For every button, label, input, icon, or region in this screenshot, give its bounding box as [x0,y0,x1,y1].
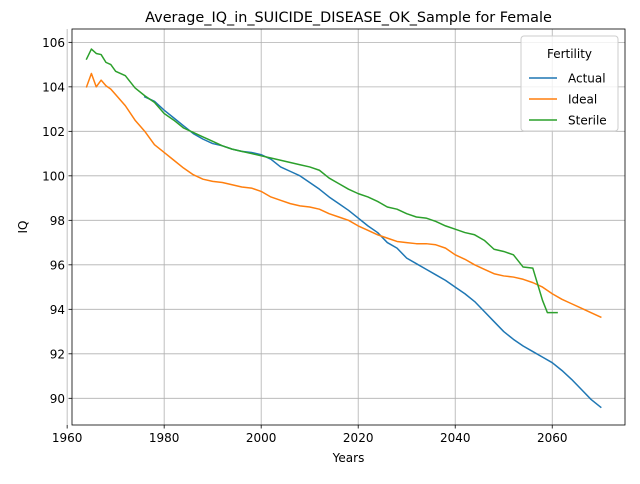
y-tick-label: 106 [42,36,65,50]
series-group [85,48,602,409]
x-tick-label: 2000 [246,431,277,445]
y-tick-label: 104 [42,80,65,94]
y-tick-label: 92 [50,347,65,361]
legend-box [520,35,619,132]
x-tick-label: 2040 [440,431,471,445]
plot-frame [71,28,626,426]
legend-label-sterile: Sterile [568,114,607,128]
y-tick-label: 94 [50,303,65,317]
y-tick-label: 102 [42,125,65,139]
chart-title: Average_IQ_in_SUICIDE_DISEASE_OK_Sample … [145,10,552,26]
series-line-sterile [85,48,558,314]
y-tick-label: 90 [50,392,65,406]
ticks: 1960 1980 2000 2020 2040 2060 90 92 94 96 98 100 102… [42,36,567,445]
x-tick-label: 2020 [343,431,374,445]
y-tick-label: 96 [50,258,65,272]
legend-title: Fertility [547,47,592,61]
y-axis-label: IQ [16,221,30,234]
legend-label-ideal: Ideal [568,93,597,107]
legend: Fertility Actual Ideal Sterile [520,35,619,132]
y-tick-label: 100 [42,169,65,183]
legend-label-actual: Actual [568,72,606,86]
legend-items: Actual Ideal Sterile [529,72,607,128]
series-line-ideal [85,72,602,319]
x-axis-label: Years [332,451,365,465]
x-tick-label: 2060 [537,431,568,445]
y-tick-label: 98 [50,214,65,228]
x-tick-label: 1960 [52,431,83,445]
x-tick-label: 1980 [149,431,180,445]
